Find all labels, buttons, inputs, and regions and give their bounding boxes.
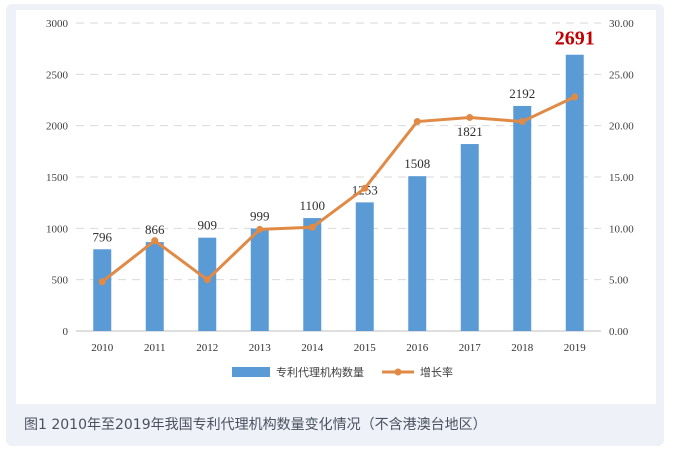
legend-marker-line [394, 368, 402, 376]
x-tick-label: 2012 [196, 342, 218, 354]
bar-data-label: 1100 [299, 198, 325, 213]
y2-tick-label: 10.00 [609, 223, 634, 235]
x-tick-label: 2013 [249, 342, 272, 354]
combo-chart: 0 500 1000 1500 2000 2500 3000 0.00 5.00 10.00 15.… [46, 18, 634, 379]
bar-data-label: 2691 [555, 28, 595, 50]
y2-tick-label: 30.00 [609, 18, 634, 30]
bar [565, 54, 584, 331]
growth-rate-point [518, 118, 526, 126]
y-tick-label: 2500 [46, 69, 69, 81]
figure-card: 0 500 1000 1500 2000 2500 3000 0.00 5.00 10.00 15.… [6, 4, 664, 446]
y2-tick-label: 5.00 [609, 275, 629, 287]
growth-rate-point [98, 278, 106, 286]
bar [198, 237, 217, 331]
x-tick-label: 2015 [354, 342, 377, 354]
growth-rate-point [203, 276, 211, 284]
y2-tick-label: 20.00 [609, 121, 634, 133]
y-tick-label: 2000 [46, 121, 69, 133]
growth-rate-point [571, 93, 579, 101]
chart-area: 0 500 1000 1500 2000 2500 3000 0.00 5.00 10.00 15.… [16, 10, 656, 404]
figure-caption: 图1 2010年至2019年我国专利代理机构数量变化情况（不含港澳台地区） [24, 417, 487, 433]
x-tick-label: 2014 [301, 342, 324, 354]
bar [460, 144, 479, 331]
bar-data-label: 909 [198, 218, 218, 233]
growth-rate-point [151, 237, 159, 245]
y2-tick-label: 0.00 [609, 326, 629, 338]
bar-data-label: 1508 [404, 156, 430, 171]
growth-rate-point [466, 113, 474, 121]
growth-rate-point [308, 223, 316, 231]
x-tick-label: 2018 [511, 342, 534, 354]
bar-data-label: 2192 [509, 86, 535, 101]
bar-data-label: 999 [250, 208, 270, 223]
x-tick-label: 2017 [459, 342, 482, 354]
y-tick-label: 500 [52, 275, 69, 287]
growth-rate-point [256, 225, 264, 233]
legend-label-bars: 专利代理机构数量 [276, 365, 364, 379]
y2-tick-label: 25.00 [609, 69, 634, 81]
x-tick-label: 2010 [91, 342, 114, 354]
growth-rate-line [101, 95, 576, 283]
y-tick-label: 0 [63, 326, 69, 338]
bar [303, 218, 322, 331]
bar [250, 228, 269, 331]
bar [145, 242, 164, 331]
legend-label-line: 增长率 [420, 365, 453, 379]
legend-swatch-bars [232, 367, 270, 377]
bar-data-label: 866 [145, 222, 165, 237]
y2-tick-label: 15.00 [609, 172, 634, 184]
x-tick-label: 2019 [564, 342, 587, 354]
x-tick-label: 2016 [406, 342, 429, 354]
x-tick-label: 2011 [144, 342, 166, 354]
bar [355, 202, 374, 331]
y-tick-label: 1000 [46, 223, 69, 235]
y-tick-label: 1500 [46, 172, 69, 184]
y-tick-label: 3000 [46, 18, 69, 30]
growth-rate-point [361, 184, 369, 192]
bar-data-label: 796 [93, 229, 113, 244]
bar-data-label: 1821 [457, 124, 483, 139]
bar [513, 105, 532, 331]
bar [408, 176, 427, 331]
bar [93, 249, 112, 331]
growth-rate-point [413, 118, 421, 126]
